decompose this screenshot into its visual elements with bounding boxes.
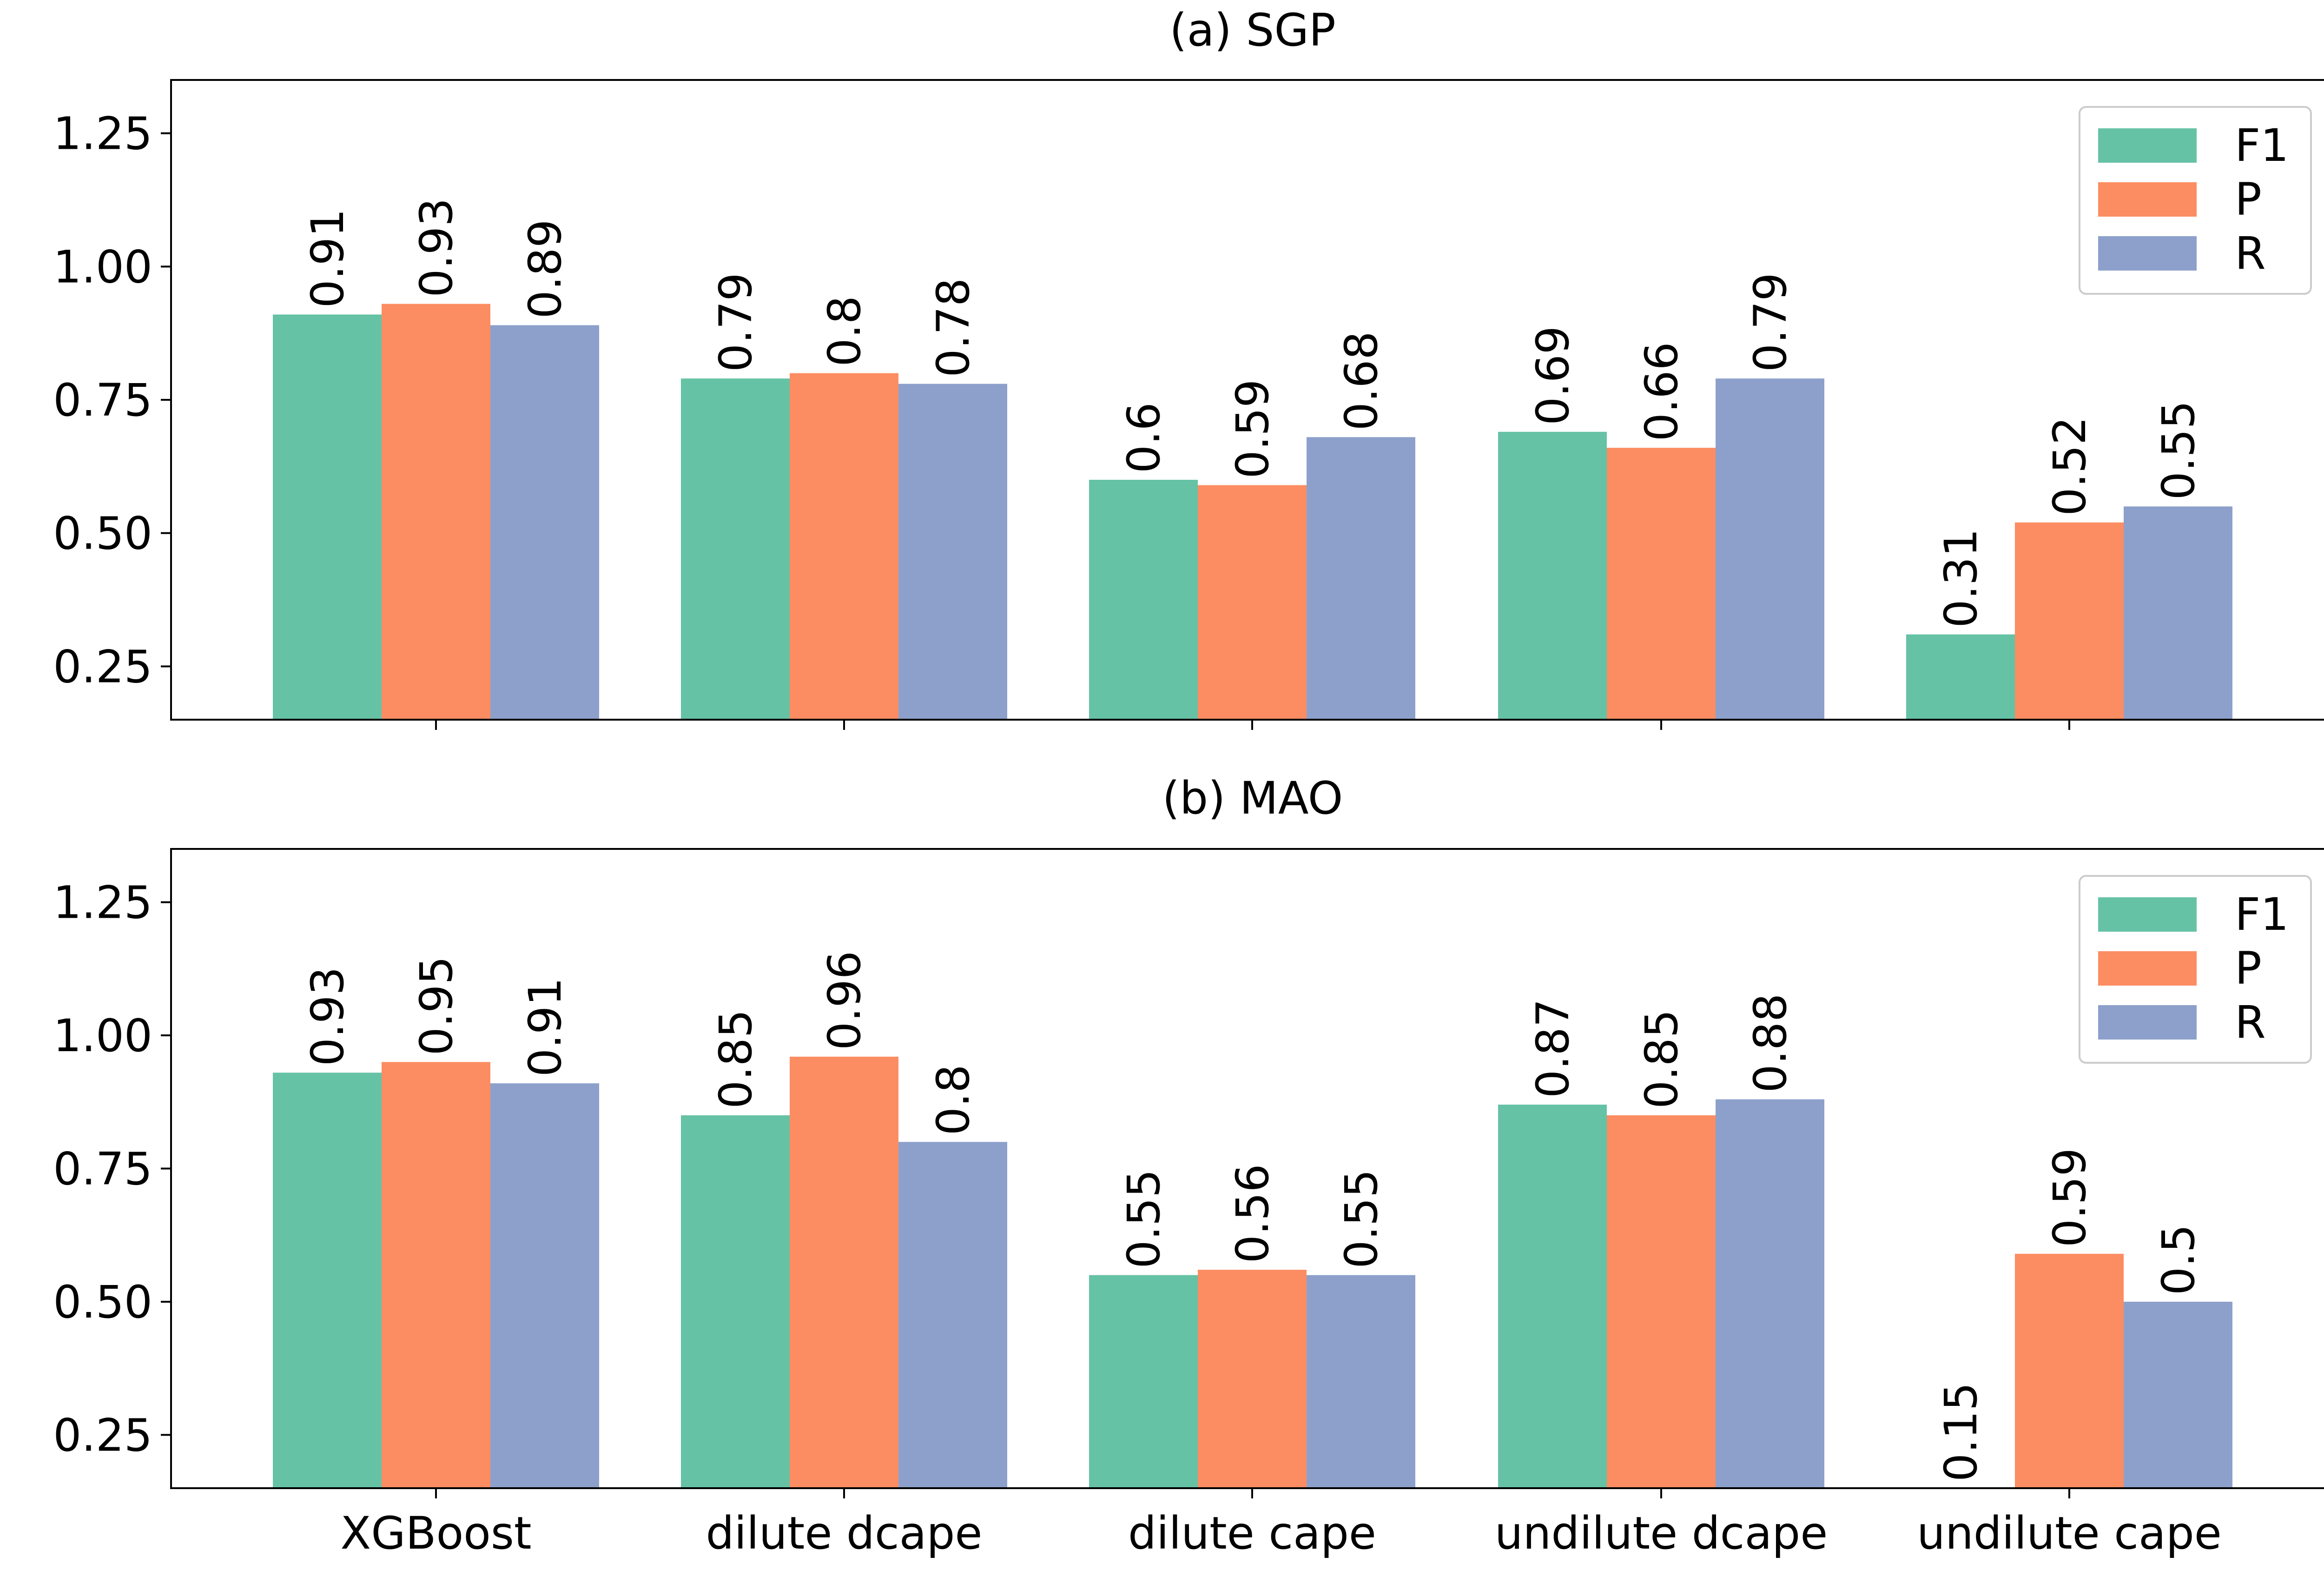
legend-label: R bbox=[2235, 996, 2266, 1048]
data-label: 0.85 bbox=[1636, 1009, 1688, 1109]
data-label: 0.91 bbox=[519, 977, 571, 1077]
legend-swatch-r bbox=[2098, 236, 2197, 271]
bar-r-1 bbox=[490, 325, 599, 720]
y-tick-label: 0.25 bbox=[53, 1409, 152, 1461]
data-label: 0.52 bbox=[2044, 417, 2096, 516]
data-label: 0.89 bbox=[519, 219, 571, 319]
x-tick-label: undilute dcape bbox=[1495, 1507, 1828, 1559]
chart-panel-1: (a) SGP 0.91 0.79 0.6 0.69 0.31 0.93 0.8 0.59 0.6… bbox=[53, 4, 2324, 730]
y-tick-label: 0.75 bbox=[53, 374, 152, 426]
legend-label: P bbox=[2235, 942, 2262, 994]
chart-title: (b) MAO bbox=[1162, 772, 1343, 824]
data-label: 0.8 bbox=[927, 1065, 979, 1136]
bar-p-4 bbox=[1607, 448, 1716, 720]
bar-p-5 bbox=[2015, 522, 2124, 720]
data-label: 0.56 bbox=[1227, 1164, 1279, 1263]
y-tick-label: 0.50 bbox=[53, 508, 152, 560]
bar-r-3 bbox=[1307, 437, 1415, 720]
data-label: 0.8 bbox=[819, 296, 871, 367]
bar-r-4 bbox=[1716, 1099, 1824, 1488]
data-label: 0.66 bbox=[1636, 342, 1688, 441]
bar-p-5 bbox=[2015, 1253, 2124, 1488]
data-label: 0.55 bbox=[1118, 1169, 1170, 1269]
data-label: 0.59 bbox=[2044, 1148, 2096, 1247]
data-label: 0.55 bbox=[1335, 1169, 1387, 1269]
data-label: 0.93 bbox=[302, 967, 354, 1067]
legend-label: F1 bbox=[2235, 119, 2289, 172]
legend-label: R bbox=[2235, 227, 2266, 279]
bar-r-3 bbox=[1307, 1275, 1415, 1488]
data-label: 0.87 bbox=[1527, 999, 1579, 1098]
y-tick-label: 0.25 bbox=[53, 641, 152, 693]
bar-f1-4 bbox=[1498, 1105, 1607, 1488]
data-label: 0.91 bbox=[302, 209, 354, 308]
x-tick-label: undilute cape bbox=[1917, 1507, 2222, 1559]
y-tick-label: 0.50 bbox=[53, 1276, 152, 1328]
bar-p-3 bbox=[1198, 485, 1307, 720]
data-label: 0.79 bbox=[1744, 272, 1796, 372]
bar-p-1 bbox=[382, 1062, 490, 1488]
data-label: 0.69 bbox=[1527, 326, 1579, 425]
chart-panel-2: (b) MAO 0.93 0.85 0.55 0.87 0.15 0.95 0.96 0.56 0… bbox=[53, 772, 2324, 1559]
bar-r-5 bbox=[2124, 506, 2232, 720]
legend-swatch-r bbox=[2098, 1005, 2197, 1040]
data-label: 0.78 bbox=[927, 278, 979, 378]
bar-f1-3 bbox=[1089, 1275, 1198, 1488]
data-label: 0.55 bbox=[2152, 401, 2205, 500]
bar-f1-5 bbox=[1906, 634, 2015, 720]
y-tick-label: 1.25 bbox=[53, 877, 152, 929]
bar-r-2 bbox=[898, 384, 1007, 720]
y-tick-label: 0.75 bbox=[53, 1143, 152, 1195]
legend-label: P bbox=[2235, 173, 2262, 225]
data-label: 0.59 bbox=[1227, 379, 1279, 479]
y-tick-label: 1.25 bbox=[53, 108, 152, 160]
chart-title: (a) SGP bbox=[1169, 4, 1335, 56]
x-tick-label: dilute dcape bbox=[706, 1507, 983, 1559]
data-label: 0.85 bbox=[710, 1009, 762, 1109]
data-label: 0.68 bbox=[1335, 331, 1387, 431]
legend-swatch-f1 bbox=[2098, 897, 2197, 932]
data-label: 0.31 bbox=[1935, 529, 1987, 628]
bar-f1-1 bbox=[273, 314, 382, 720]
bar-p-4 bbox=[1607, 1115, 1716, 1488]
data-label: 0.93 bbox=[410, 198, 462, 298]
y-tick-label: 1.00 bbox=[53, 1010, 152, 1062]
legend-label: F1 bbox=[2235, 888, 2289, 941]
legend-swatch-f1 bbox=[2098, 128, 2197, 163]
bar-r-5 bbox=[2124, 1301, 2232, 1488]
data-label: 0.15 bbox=[1935, 1382, 1987, 1482]
bar-p-1 bbox=[382, 304, 490, 720]
bar-p-2 bbox=[790, 1056, 898, 1488]
bar-f1-1 bbox=[273, 1073, 382, 1488]
data-label: 0.6 bbox=[1118, 402, 1170, 473]
bar-f1-2 bbox=[681, 1115, 790, 1488]
x-tick-label: XGBoost bbox=[340, 1507, 531, 1559]
bar-r-4 bbox=[1716, 378, 1824, 720]
bar-r-1 bbox=[490, 1083, 599, 1488]
data-label: 0.96 bbox=[819, 951, 871, 1050]
x-tick-label: dilute cape bbox=[1128, 1507, 1376, 1559]
data-label: 0.79 bbox=[710, 272, 762, 372]
bar-p-3 bbox=[1198, 1270, 1307, 1488]
y-tick-label: 1.00 bbox=[53, 241, 152, 293]
legend-swatch-p bbox=[2098, 182, 2197, 217]
bar-p-2 bbox=[790, 373, 898, 720]
bar-r-2 bbox=[898, 1142, 1007, 1488]
legend-swatch-p bbox=[2098, 951, 2197, 986]
bar-f1-4 bbox=[1498, 431, 1607, 720]
bar-f1-3 bbox=[1089, 480, 1198, 720]
data-label: 0.5 bbox=[2152, 1224, 2205, 1295]
data-label: 0.95 bbox=[410, 956, 462, 1056]
data-label: 0.88 bbox=[1744, 994, 1796, 1093]
bar-f1-2 bbox=[681, 378, 790, 720]
